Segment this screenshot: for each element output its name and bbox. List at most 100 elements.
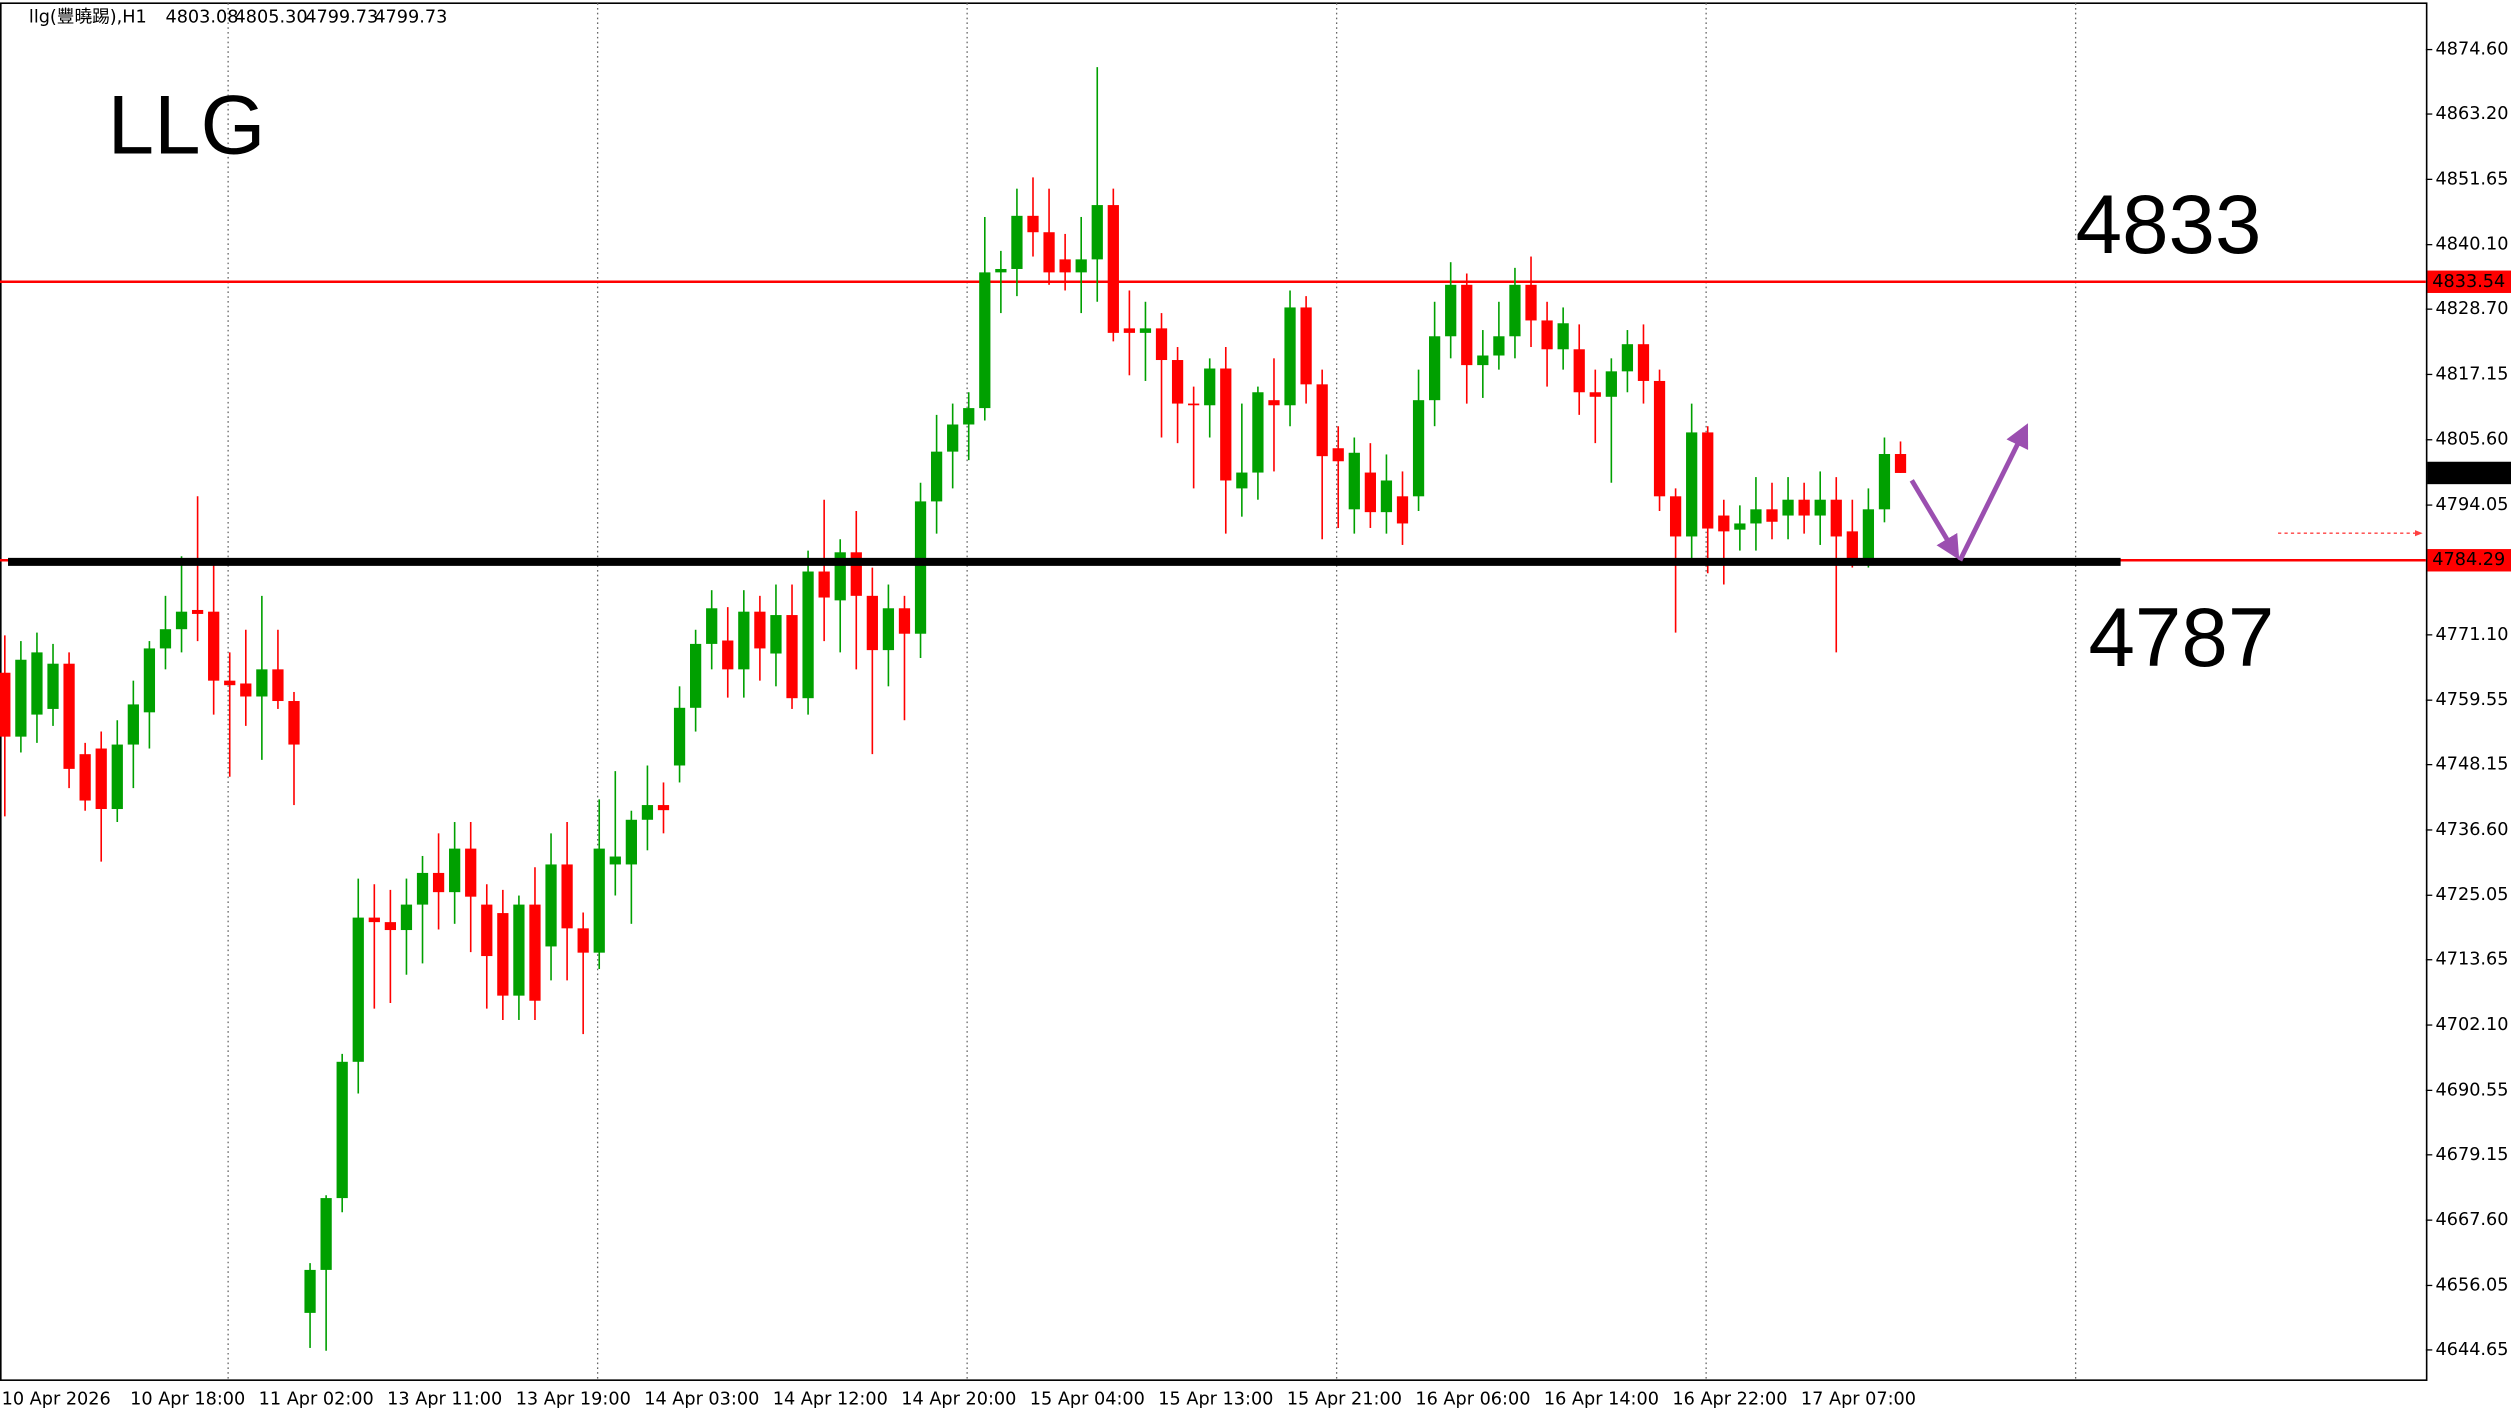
candle-body (368, 917, 380, 923)
candle-body (1139, 328, 1152, 333)
candle-body (336, 1061, 348, 1199)
x-tick-label: 15 Apr 13:00 (1158, 1389, 1273, 1409)
candle-body (143, 648, 156, 713)
x-tick-label: 14 Apr 12:00 (773, 1389, 888, 1409)
y-tick-label: 4771.10 (2435, 625, 2508, 645)
h-line-label-box (2427, 270, 2511, 293)
annotation: 4787 (2088, 591, 2274, 684)
x-tick-label: 15 Apr 04:00 (1030, 1389, 1145, 1409)
candle-body (1043, 232, 1055, 273)
candle-body (1814, 499, 1826, 516)
candle-body (1589, 392, 1601, 397)
candle-body (1750, 509, 1762, 524)
v-grid (227, 3, 2077, 1381)
candle-body (577, 928, 589, 953)
x-tick-label: 13 Apr 19:00 (516, 1389, 631, 1409)
y-tick-label: 4667.60 (2435, 1210, 2508, 1230)
candle-body (706, 608, 718, 644)
candle-body (850, 552, 862, 596)
annotation: LLG (108, 79, 266, 172)
candle-body (641, 805, 654, 820)
candle-body (191, 609, 204, 614)
candle-body (914, 501, 927, 634)
candle-body (256, 669, 268, 697)
current-price-box (2427, 461, 2511, 485)
candle-body (947, 424, 959, 452)
candle-body (159, 629, 172, 649)
candle-body (15, 659, 27, 737)
y-tick-label: 4725.05 (2435, 885, 2508, 905)
candle-body (1621, 344, 1634, 372)
x-tick-label: 16 Apr 06:00 (1415, 1389, 1530, 1409)
y-tick-label: 4690.55 (2435, 1080, 2508, 1100)
y-tick-label: 4748.15 (2435, 755, 2508, 775)
header-open: 4803.08 (165, 8, 238, 28)
candle-body (1605, 371, 1617, 397)
candle-body (979, 272, 991, 409)
header-close: 4799.73 (374, 8, 447, 28)
candle-body (1541, 320, 1553, 350)
candle-body (1252, 392, 1264, 473)
candle-body (786, 615, 798, 699)
candle-body (31, 652, 43, 715)
candle-body (1316, 384, 1328, 457)
candle-body (1348, 452, 1360, 510)
candle-body (1573, 349, 1585, 393)
candle-body (1220, 368, 1232, 481)
candle-body (1380, 480, 1393, 513)
plot-frame (0, 2, 2428, 1381)
h-line-label: 4833.54 (2432, 272, 2505, 292)
y-tick-label: 4817.15 (2435, 364, 2508, 384)
y-tick-label: 4644.65 (2435, 1340, 2508, 1360)
current-price-label: 4799.73 (2432, 463, 2505, 483)
candle-body (1027, 215, 1039, 233)
y-tick-label: 4874.60 (2435, 40, 2508, 60)
annotation: 4833 (2076, 178, 2262, 271)
candle-body (1557, 323, 1569, 350)
h-line-label-box (2427, 549, 2511, 572)
y-tick-label: 4828.70 (2435, 299, 2508, 319)
candle-body (1396, 496, 1409, 524)
candle-body (1846, 531, 1858, 561)
candle-body (1268, 400, 1280, 406)
candle-body (175, 611, 188, 630)
candle-body (1653, 380, 1666, 497)
candle-body (802, 571, 814, 699)
candle-body (497, 913, 509, 996)
y-tick-label: 4805.60 (2435, 430, 2508, 450)
y-tick-label: 4713.65 (2435, 950, 2508, 970)
candle-body (1637, 344, 1650, 381)
header-high: 4805.30 (235, 8, 308, 28)
candle-body (288, 701, 300, 745)
y-tick-label: 4794.05 (2435, 495, 2508, 515)
candle-body (47, 663, 59, 709)
candle-body (416, 872, 429, 905)
candle-body (770, 615, 782, 654)
candle-body (1155, 328, 1168, 361)
candle-body (1766, 509, 1778, 522)
chart-title: llg(豐曉踢),H1 (29, 7, 147, 28)
candle-body (1091, 205, 1103, 260)
candle-body (63, 663, 75, 769)
y-tick-label: 4851.65 (2435, 169, 2508, 189)
candle-body (818, 571, 830, 598)
candle-body (593, 848, 605, 953)
candle-body (127, 704, 139, 745)
candle-body (690, 643, 702, 708)
candle-body (1364, 472, 1376, 513)
candle-body (673, 707, 686, 766)
candle-body (545, 864, 557, 947)
candle-body (754, 611, 766, 649)
candle-body (1011, 215, 1023, 269)
x-tick-label: 16 Apr 14:00 (1544, 1389, 1659, 1409)
candle-body (1300, 307, 1312, 385)
candle-body (1686, 432, 1698, 537)
y-tick-label: 4656.05 (2435, 1275, 2508, 1295)
candle-body (866, 595, 878, 651)
candle-body (432, 872, 445, 893)
candle-body (1284, 307, 1296, 406)
x-tick-label: 14 Apr 03:00 (644, 1389, 759, 1409)
candle-body (0, 672, 11, 737)
candle-body (1171, 360, 1184, 404)
